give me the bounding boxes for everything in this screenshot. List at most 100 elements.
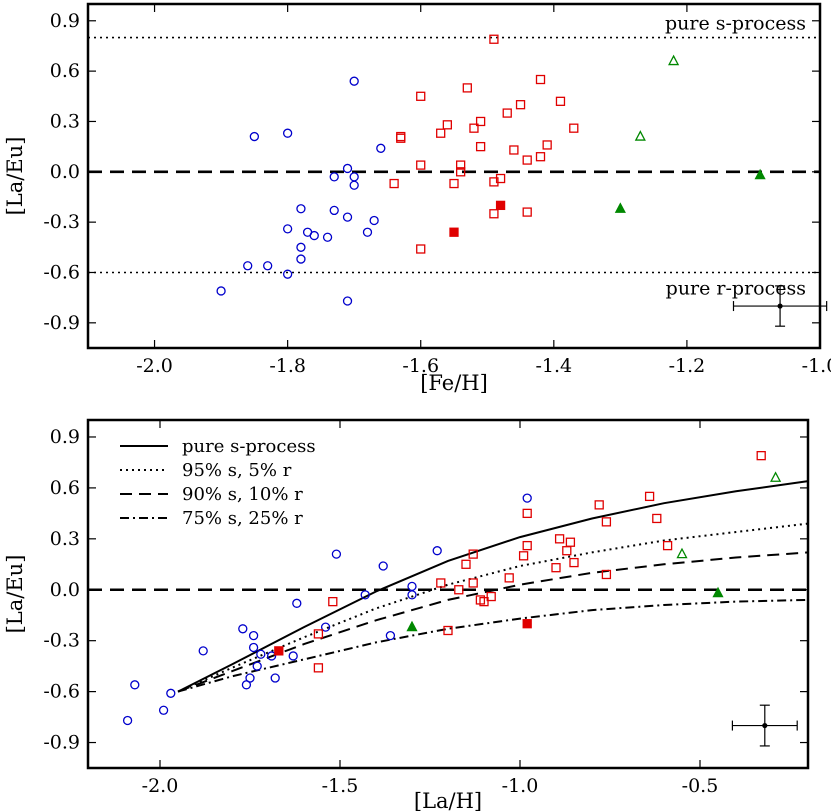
model-curve-solid bbox=[177, 480, 809, 693]
x-tick-label: -1.6 bbox=[402, 355, 439, 377]
data-point-square bbox=[313, 629, 324, 639]
data-point-square bbox=[522, 508, 532, 519]
y-tick-label: 0.3 bbox=[50, 110, 80, 132]
y-tick-label: 0.0 bbox=[50, 161, 80, 183]
bottom-panel-la-h: -2.0 -1.5 -1.0 -0.5 -0.9 -0.6 -0.3 0.0 0.3 0.6 0.9… bbox=[3, 418, 810, 812]
y-tick-label: 0.3 bbox=[50, 528, 80, 550]
data-point-circle bbox=[292, 598, 302, 608]
error-bar-center bbox=[777, 303, 783, 309]
data-point-triangle-filled bbox=[712, 586, 724, 598]
data-point-square bbox=[644, 491, 655, 502]
x-tick-label: -1.2 bbox=[669, 355, 706, 377]
data-point-circle bbox=[378, 561, 388, 571]
data-point-square bbox=[462, 83, 472, 93]
x-tick-label: -1.0 bbox=[802, 355, 831, 377]
data-point-circle bbox=[249, 131, 260, 142]
plot-frame bbox=[86, 2, 822, 350]
data-point-square bbox=[562, 546, 572, 556]
data-point-square bbox=[416, 160, 426, 170]
data-point-square bbox=[522, 207, 532, 217]
y-tick-label: -0.3 bbox=[43, 630, 80, 652]
data-point-square bbox=[313, 663, 324, 673]
data-point-circle bbox=[282, 128, 293, 138]
data-point-square bbox=[554, 534, 565, 544]
data-point-circle bbox=[320, 622, 331, 632]
data-point-circle bbox=[166, 688, 176, 698]
x-axis-title: [Fe/H] bbox=[420, 371, 488, 395]
data-point-circle bbox=[245, 673, 255, 683]
data-point-circle bbox=[329, 172, 339, 182]
x-tick-label: -1.0 bbox=[502, 775, 539, 797]
data-point-circle bbox=[407, 590, 417, 600]
data-point-square bbox=[461, 559, 471, 569]
x-tick-label: -2.0 bbox=[136, 355, 173, 377]
annotation-pure-r-process: pure r-process bbox=[666, 277, 806, 299]
data-point-square bbox=[469, 123, 479, 133]
data-point-square-filled bbox=[495, 200, 506, 211]
data-point-triangle bbox=[668, 54, 680, 66]
x-tick-label: -0.5 bbox=[682, 775, 719, 797]
data-point-square bbox=[535, 152, 546, 162]
y-tick-label: -0.9 bbox=[43, 312, 80, 334]
y-tick-label: 0.9 bbox=[50, 426, 80, 448]
data-point-square bbox=[328, 596, 338, 607]
data-point-circle bbox=[122, 715, 133, 726]
data-point-circle bbox=[282, 269, 293, 279]
data-point-circle bbox=[296, 254, 306, 264]
data-point-circle bbox=[296, 242, 306, 252]
data-point-circle bbox=[385, 630, 396, 641]
legend-label: 75% s, 25% r bbox=[182, 508, 303, 529]
data-point-circle bbox=[349, 172, 359, 182]
data-point-square-filled bbox=[449, 227, 459, 237]
data-point-square bbox=[594, 500, 604, 510]
data-point-square bbox=[416, 244, 426, 254]
data-point-square bbox=[436, 128, 446, 138]
error-bar-center bbox=[762, 722, 768, 729]
data-point-square bbox=[509, 145, 519, 155]
data-point-square bbox=[652, 513, 662, 524]
x-tick-label: -1.4 bbox=[535, 355, 572, 377]
model-curve-dotted bbox=[177, 522, 809, 693]
data-point-square bbox=[449, 178, 459, 189]
x-tick-label: -1.8 bbox=[269, 355, 306, 377]
data-point-square bbox=[489, 209, 499, 219]
data-point-circle bbox=[216, 286, 226, 296]
model-curve-dashdot bbox=[177, 598, 809, 693]
data-point-square bbox=[475, 141, 486, 152]
x-tick-label: -2.0 bbox=[142, 775, 179, 797]
legend-label: 95% s, 5% r bbox=[182, 460, 292, 481]
data-point-circle bbox=[407, 581, 417, 592]
x-tick-label: -1.5 bbox=[322, 775, 359, 797]
data-point-square bbox=[662, 540, 673, 551]
data-point-circle bbox=[256, 649, 266, 659]
top-panel-fe-h: -2.0 -1.8 -1.6 -1.4 -1.2 -1.0 -0.9 -0.6 -0.3 0.0 0… bbox=[3, 2, 831, 395]
data-point-circle bbox=[198, 646, 208, 656]
data-point-circle bbox=[266, 651, 277, 661]
data-point-circle bbox=[376, 143, 386, 153]
data-point-triangle bbox=[676, 547, 688, 559]
data-point-square bbox=[502, 108, 512, 118]
data-point-circle bbox=[360, 590, 370, 600]
data-point-circle bbox=[349, 180, 359, 190]
data-point-triangle bbox=[634, 130, 646, 141]
y-tick-label: -0.3 bbox=[43, 211, 80, 233]
data-point-circle bbox=[248, 642, 259, 653]
data-point-triangle-filled bbox=[754, 168, 766, 180]
data-point-square bbox=[601, 517, 612, 527]
data-point-square bbox=[569, 557, 579, 568]
data-point-square bbox=[518, 551, 529, 561]
data-point-square bbox=[565, 537, 576, 547]
data-point-square bbox=[569, 123, 579, 133]
data-point-square bbox=[601, 569, 612, 580]
data-point-circle bbox=[263, 261, 273, 271]
data-point-circle bbox=[342, 296, 353, 306]
y-tick-label: -0.9 bbox=[43, 732, 80, 754]
y-axis-title: [La/Eu] bbox=[3, 137, 27, 216]
data-point-square bbox=[396, 131, 406, 142]
data-point-square-filled bbox=[522, 619, 532, 629]
data-point-circle bbox=[309, 230, 319, 241]
data-point-circle bbox=[296, 204, 306, 214]
legend-label: 90% s, 10% r bbox=[182, 484, 303, 505]
y-tick-label: 0.6 bbox=[50, 477, 80, 499]
